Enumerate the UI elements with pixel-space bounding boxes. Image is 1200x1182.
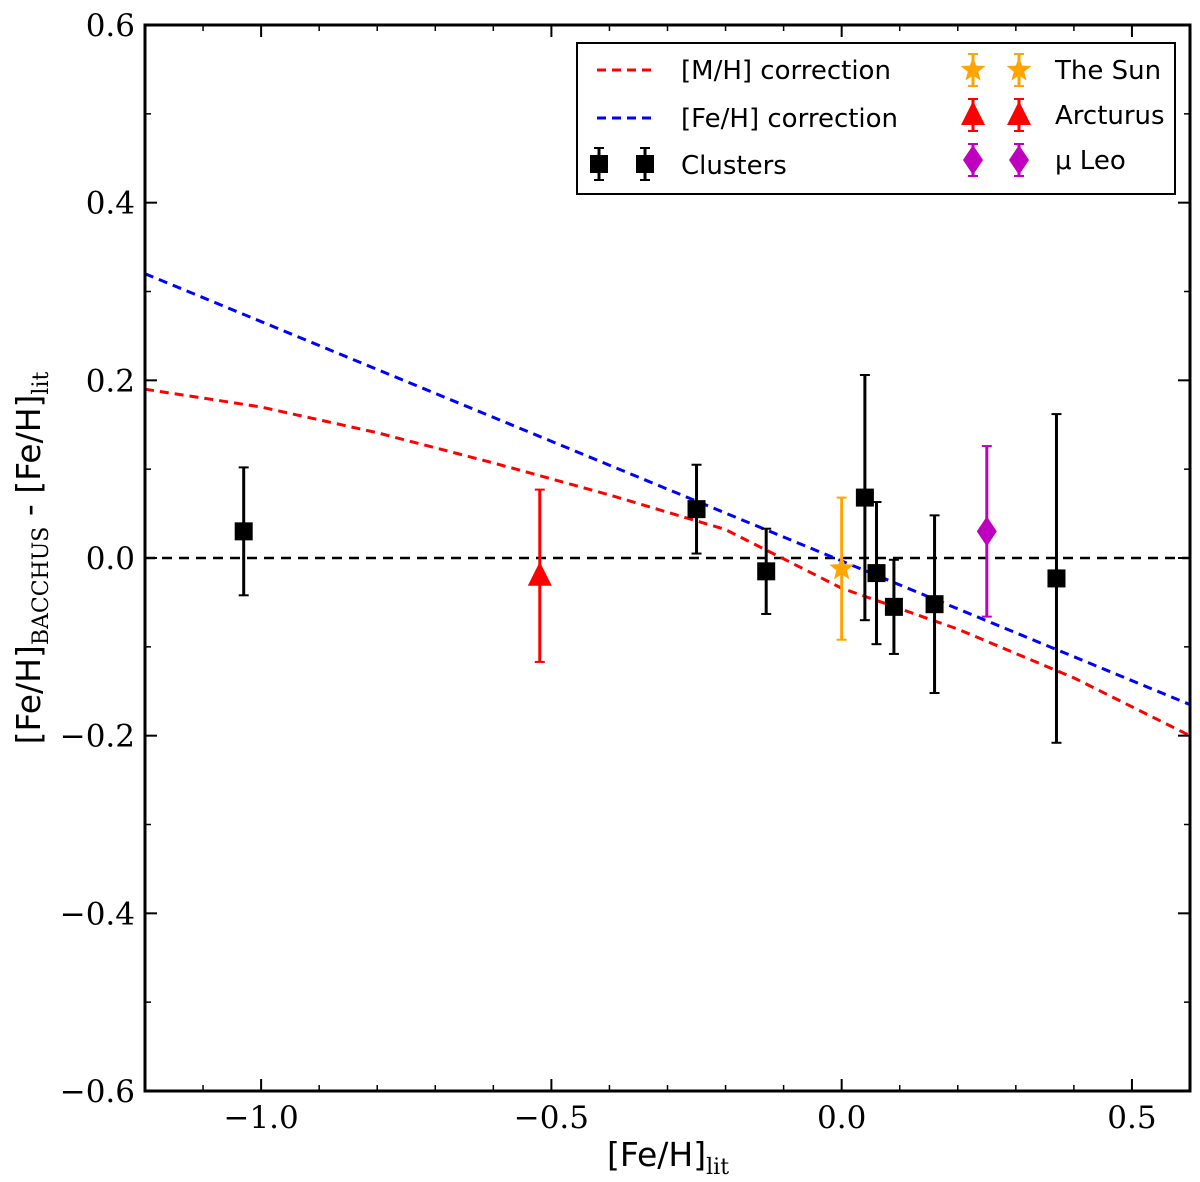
point-clusters-6: [925, 595, 944, 614]
x-tick-label-0: −1.0: [223, 1100, 298, 1136]
legend-marker-square-1: [636, 155, 654, 173]
plot-layer: [145, 272, 1190, 744]
legend-label-mu-leo: μ Leo: [1055, 146, 1126, 176]
point-clusters-5: [884, 597, 903, 616]
y-tick-label-0: −0.6: [60, 1074, 135, 1110]
legend-marker-star-0: [960, 57, 986, 81]
y-tick-label-1: −0.4: [60, 896, 135, 932]
legend-marker-diamond-1: [1009, 145, 1029, 175]
point-clusters-4: [867, 564, 886, 583]
legend-marker-diamond: [963, 143, 1029, 177]
y-tick-label-2: −0.2: [60, 719, 135, 755]
y-tick-label-3: 0.0: [86, 541, 135, 577]
legend-marker-triangle: [961, 98, 1031, 132]
legend-marker-star: [960, 53, 1032, 87]
x-tick-label-1: −0.5: [514, 1100, 589, 1136]
legend-marker-square-0: [590, 155, 608, 173]
legend-marker-triangle-1: [1007, 101, 1031, 125]
legend-label-arcturus: Arcturus: [1055, 101, 1165, 131]
legend: [M/H] correction [Fe/H] correction Clust…: [576, 42, 1176, 195]
x-tick-label-2: 0.0: [817, 1100, 866, 1136]
legend-entry-mh-correction: [M/H] correction: [597, 56, 891, 86]
legend-entry-arcturus: Arcturus: [961, 98, 1165, 132]
legend-entry-feh-correction: [Fe/H] correction: [597, 104, 898, 134]
point-leo-0: [976, 516, 997, 547]
point-clusters-0: [234, 522, 253, 541]
legend-label-feh-correction: [Fe/H] correction: [681, 104, 898, 134]
point-the-sun-0: [829, 555, 854, 580]
y-tick-label-4: 0.2: [86, 363, 135, 399]
legend-marker-triangle-0: [961, 101, 985, 125]
legend-entry-mu-leo: μ Leo: [963, 143, 1126, 177]
legend-marker-square: [590, 147, 654, 181]
y-tick-label-6: 0.6: [86, 8, 135, 44]
point-clusters-1: [687, 500, 706, 519]
legend-entry-clusters: Clusters: [590, 147, 787, 181]
legend-marker-diamond-0: [963, 145, 983, 175]
legend-label-sun: The Sun: [1054, 56, 1161, 86]
legend-label-clusters: Clusters: [681, 151, 787, 181]
legend-entry-sun: The Sun: [960, 53, 1161, 87]
x-tick-label-3: 0.5: [1107, 1100, 1156, 1136]
point-clusters-3: [855, 488, 874, 507]
axis-layer: −1.0 −0.5 0.0 0.5 −0.6 −0.4 −0.2 0.0 0.2 0.4 0.6: [60, 8, 1192, 1136]
point-arcturus-0: [527, 561, 552, 586]
y-tick-label-5: 0.4: [86, 186, 135, 222]
line-feh-correction: [145, 272, 1190, 706]
y-axis-label: [Fe/H]BACCHUS - [Fe/H]lit: [9, 372, 54, 745]
point-clusters-2: [757, 562, 776, 581]
legend-box: [576, 42, 1176, 195]
point-clusters-7: [1047, 569, 1066, 588]
x-axis-label: [Fe/H]lit: [607, 1135, 729, 1180]
legend-marker-star-1: [1006, 57, 1032, 81]
legend-label-mh-correction: [M/H] correction: [681, 56, 891, 86]
